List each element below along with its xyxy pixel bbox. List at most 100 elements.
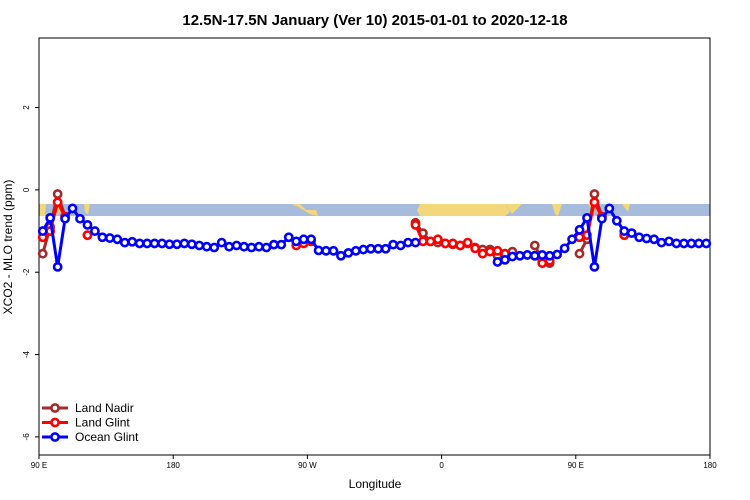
data-point bbox=[328, 245, 339, 256]
land-patch bbox=[622, 204, 630, 212]
data-point bbox=[104, 233, 115, 243]
y-tick-label: -6 bbox=[22, 433, 31, 441]
data-point bbox=[291, 236, 302, 247]
data-point bbox=[231, 240, 242, 251]
data-point bbox=[432, 234, 443, 245]
legend-marker bbox=[50, 403, 60, 413]
x-tick-label: 90 E bbox=[568, 461, 584, 470]
data-point bbox=[52, 197, 63, 208]
data-point bbox=[686, 238, 697, 249]
data-point bbox=[60, 213, 70, 224]
data-point bbox=[365, 243, 376, 254]
land-patch bbox=[40, 204, 46, 216]
data-point bbox=[82, 219, 93, 230]
data-point bbox=[522, 250, 533, 260]
data-point bbox=[604, 203, 615, 214]
data-point bbox=[343, 247, 354, 258]
data-point bbox=[507, 251, 518, 262]
data-point bbox=[268, 239, 279, 250]
data-point bbox=[201, 241, 212, 252]
data-point bbox=[455, 240, 466, 251]
data-point bbox=[179, 238, 190, 249]
y-tick-label: 0 bbox=[22, 187, 31, 192]
data-point bbox=[67, 203, 78, 214]
data-point bbox=[589, 189, 600, 199]
data-point bbox=[239, 241, 249, 252]
ocean-strip bbox=[39, 204, 710, 216]
data-point bbox=[350, 245, 361, 256]
data-point bbox=[134, 238, 145, 249]
data-point bbox=[37, 226, 48, 236]
data-point bbox=[403, 237, 413, 248]
data-point bbox=[552, 249, 563, 260]
data-point bbox=[45, 212, 56, 223]
data-point bbox=[373, 243, 384, 254]
y-axis-label: XCO2 - MLO trend (ppm) bbox=[1, 180, 15, 315]
data-point bbox=[246, 242, 257, 253]
data-point bbox=[97, 232, 108, 243]
data-point bbox=[664, 236, 674, 247]
legend-marker bbox=[50, 432, 60, 442]
data-point bbox=[514, 250, 525, 261]
data-point bbox=[589, 197, 600, 208]
chart-title: 12.5N-17.5N January (Ver 10) 2015-01-01 … bbox=[182, 12, 567, 29]
data-point bbox=[216, 237, 227, 248]
data-point bbox=[537, 258, 548, 269]
data-point bbox=[37, 248, 48, 259]
data-point bbox=[537, 250, 548, 260]
data-point bbox=[298, 234, 309, 245]
x-tick-label: 90 E bbox=[31, 461, 47, 470]
data-point bbox=[395, 240, 406, 251]
data-point bbox=[112, 234, 123, 245]
data-point bbox=[492, 257, 503, 267]
data-point bbox=[276, 239, 287, 250]
land-patch bbox=[505, 204, 522, 214]
data-point bbox=[500, 254, 510, 265]
data-point bbox=[172, 239, 182, 250]
data-point bbox=[611, 215, 622, 226]
data-point bbox=[634, 232, 645, 243]
data-point bbox=[649, 234, 659, 245]
data-point bbox=[574, 224, 585, 235]
data-point bbox=[589, 261, 600, 272]
data-point bbox=[157, 238, 167, 249]
data-point bbox=[440, 238, 451, 249]
data-point bbox=[447, 238, 458, 249]
land-patch bbox=[552, 204, 562, 216]
data-point bbox=[119, 237, 130, 248]
data-point bbox=[418, 236, 428, 247]
data-point bbox=[313, 245, 324, 256]
data-point bbox=[574, 248, 585, 259]
data-point bbox=[306, 234, 317, 245]
data-point bbox=[596, 213, 607, 224]
data-point bbox=[149, 238, 160, 249]
land-patch bbox=[417, 204, 510, 216]
data-point bbox=[380, 243, 391, 254]
data-point bbox=[142, 238, 153, 249]
data-point bbox=[529, 250, 540, 261]
data-point bbox=[410, 237, 421, 248]
y-tick-label: 2 bbox=[22, 105, 31, 110]
data-point bbox=[679, 238, 689, 249]
x-tick-label: 90 W bbox=[298, 461, 317, 470]
data-point bbox=[410, 219, 421, 230]
data-point bbox=[559, 243, 570, 254]
data-point bbox=[261, 242, 272, 253]
data-point bbox=[321, 245, 331, 256]
data-point bbox=[619, 226, 630, 236]
data-point bbox=[254, 241, 264, 252]
legend-label: Land Glint bbox=[75, 416, 130, 430]
data-point bbox=[701, 238, 712, 249]
data-point bbox=[567, 234, 577, 245]
data-point bbox=[388, 239, 399, 250]
x-axis-label: Longitude bbox=[349, 477, 402, 491]
x-tick-label: 0 bbox=[439, 461, 444, 470]
data-point bbox=[462, 237, 473, 248]
legend-label: Land Nadir bbox=[75, 401, 134, 415]
land-patch bbox=[84, 204, 90, 214]
data-point bbox=[529, 240, 540, 251]
data-point bbox=[82, 230, 93, 241]
data-point bbox=[224, 241, 235, 252]
data-point bbox=[90, 226, 100, 236]
